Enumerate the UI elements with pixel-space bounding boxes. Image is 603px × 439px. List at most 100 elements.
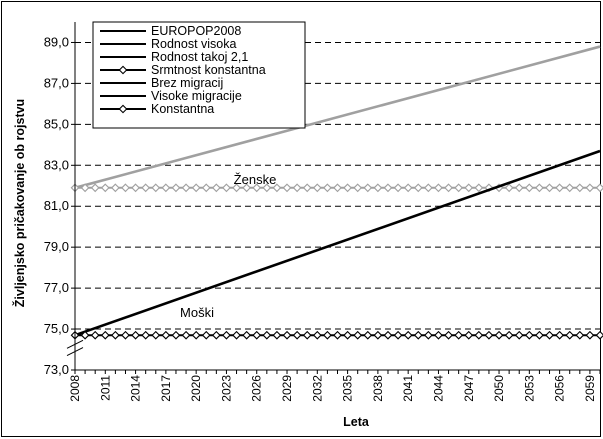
series-moski-constant-marker xyxy=(585,330,595,340)
series-zenske-constant-marker xyxy=(171,183,181,193)
series-zenske-constant-marker xyxy=(333,183,342,193)
series-moski-constant-marker xyxy=(595,330,603,340)
series-moski-constant-marker xyxy=(535,330,544,340)
series-zenske-constant-marker xyxy=(413,183,423,193)
series-moski-constant-marker xyxy=(272,330,282,340)
series-moski-constant-marker xyxy=(464,330,474,340)
series-moski-constant-marker xyxy=(383,330,393,340)
axis-break-mark xyxy=(66,347,84,356)
tick-label-y: 75,0 xyxy=(44,321,69,336)
series-zenske-constant-marker xyxy=(575,183,585,193)
series-zenske-constant-marker xyxy=(161,183,171,193)
series-moski-constant-marker xyxy=(323,330,332,340)
series-moski-constant-marker xyxy=(282,330,292,340)
series-zenske-constant-marker xyxy=(272,183,282,193)
series-zenske-constant-marker xyxy=(222,183,231,193)
series-moski-constant-marker xyxy=(90,330,100,340)
series-zenske-constant-marker xyxy=(232,183,241,193)
tick-label-x: 2014 xyxy=(129,375,143,402)
series-moski-constant-marker xyxy=(444,330,453,340)
series-moski-constant-marker xyxy=(252,330,262,340)
series-zenske-constant-marker xyxy=(434,183,443,193)
series-zenske-constant-marker xyxy=(292,183,302,193)
tick-label-x: 2008 xyxy=(68,375,82,402)
series-moski-constant-marker xyxy=(80,330,90,340)
series-zenske-constant-marker xyxy=(393,183,403,193)
tick-label-x: 2017 xyxy=(159,375,173,402)
series-zenske-constant-marker xyxy=(90,183,100,193)
series-moski-constant-marker xyxy=(413,330,423,340)
grid-layer xyxy=(75,41,600,330)
series-zenske-constant-marker xyxy=(403,183,413,193)
series-zenske-constant-marker xyxy=(323,183,332,193)
legend-label: Rodnost visoka xyxy=(151,37,237,51)
series-moski-constant-marker xyxy=(403,330,413,340)
series-moski-constant-marker xyxy=(312,330,322,340)
tick-label-x: 2011 xyxy=(98,375,112,401)
series-moski-constant-marker xyxy=(111,330,120,340)
series-moski-constant-marker xyxy=(181,330,191,340)
tick-label-y: 77,0 xyxy=(44,280,69,295)
series-zenske-constant-marker xyxy=(383,183,393,193)
series-moski-constant-marker xyxy=(100,330,110,340)
series-zenske-constant-marker xyxy=(282,183,292,193)
series-moski-constant-marker xyxy=(131,330,140,340)
series-moski-constant-marker xyxy=(434,330,443,340)
series-moski-constant-marker xyxy=(201,330,211,340)
axis-layer: 73,0 75,0 77,0 79,0 81,0 83,0 85,0 87,0 89,0 2008… xyxy=(44,22,601,402)
annotation-zenske: Ženske xyxy=(234,172,277,187)
series-zenske-constant-marker xyxy=(141,183,151,193)
series-moski-constant-marker xyxy=(262,330,272,340)
series-zenske-constant-marker xyxy=(565,183,575,193)
series-zenske-constant-marker xyxy=(302,183,312,193)
series-zenske-constant-marker xyxy=(111,183,120,193)
series-moski-constant-marker xyxy=(151,330,161,340)
series-moski-constant-marker xyxy=(232,330,241,340)
series-moski-constant-marker xyxy=(555,330,564,340)
series-moski-constant-marker xyxy=(524,330,534,340)
tick-label-x: 2050 xyxy=(492,375,506,402)
tick-label-x: 2059 xyxy=(583,375,597,402)
tick-label-x: 2026 xyxy=(250,375,264,402)
legend-label: Konstantna xyxy=(151,102,214,116)
tick-label-y: 79,0 xyxy=(44,239,69,254)
series-moski-constant-marker xyxy=(292,330,302,340)
series-moski-constant-marker xyxy=(121,330,130,340)
series-moski-constant-marker xyxy=(353,330,363,340)
series-zenske-constant-marker xyxy=(312,183,322,193)
series-moski-constant-marker xyxy=(545,330,554,340)
series-zenske-constant-marker xyxy=(555,183,564,193)
series-zenske-constant-marker xyxy=(191,183,201,193)
series-zenske-constant-marker xyxy=(343,183,352,193)
legend-marker xyxy=(118,65,128,75)
tick-label-x: 2047 xyxy=(462,375,476,402)
series-moski-constant-marker xyxy=(423,330,433,340)
series-moski-constant-marker xyxy=(171,330,181,340)
series-zenske-constant-marker xyxy=(211,183,221,193)
series-moski-constant-marker xyxy=(494,330,504,340)
series-zenske-constant-marker xyxy=(201,183,211,193)
series-moski-constant-marker xyxy=(454,330,464,340)
series-moski-constant-marker xyxy=(161,330,171,340)
tick-label-x: 2053 xyxy=(522,375,536,402)
tick-label-x: 2020 xyxy=(189,375,203,402)
tick-label-y: 85,0 xyxy=(44,116,69,131)
tick-label-x: 2032 xyxy=(310,375,324,402)
tick-label-x: 2035 xyxy=(341,375,355,402)
annotation-moski: Moški xyxy=(180,305,214,320)
series-zenske-constant-marker xyxy=(535,183,544,193)
series-zenske-constant-marker xyxy=(151,183,161,193)
y-axis-title: Življenjsko pričakovanje ob rojstvu xyxy=(12,99,27,307)
series-zenske-constant-marker xyxy=(181,183,191,193)
series-moski-constant-marker xyxy=(141,330,151,340)
series-zenske-constant-marker xyxy=(444,183,453,193)
tick-label-x: 2044 xyxy=(431,375,445,402)
series-zenske-constant-marker xyxy=(454,183,464,193)
series-zenske-constant-marker xyxy=(100,183,110,193)
series-zenske-constant-marker xyxy=(585,183,595,193)
series-zenske-constant-marker xyxy=(514,183,524,193)
series-zenske-constant-marker xyxy=(474,183,484,193)
series-layer xyxy=(70,45,603,340)
x-axis-title: Leta xyxy=(343,415,370,429)
